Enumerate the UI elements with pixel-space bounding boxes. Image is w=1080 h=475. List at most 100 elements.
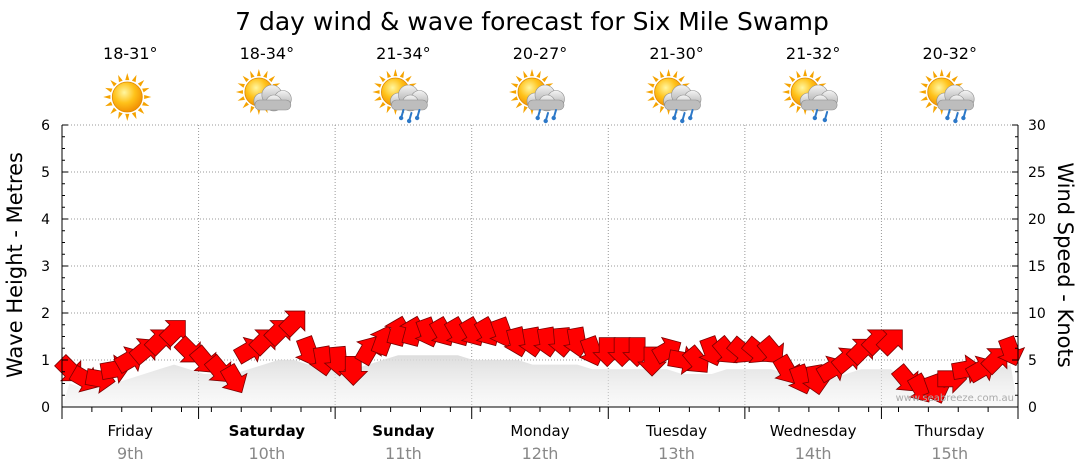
wind-arrow xyxy=(875,329,903,357)
rain-drop xyxy=(553,109,557,118)
sun-cloud-icon xyxy=(235,69,292,115)
sun-ray xyxy=(110,107,117,114)
sun-ray xyxy=(659,70,665,79)
sun-ray xyxy=(250,70,255,79)
sun-ray xyxy=(939,69,944,77)
wind-arrow xyxy=(219,362,248,394)
wave-height-area xyxy=(62,355,1018,407)
wind-arrow-shape xyxy=(756,334,785,364)
rain-drop xyxy=(673,109,678,118)
y-tick-label-right: 15 xyxy=(1028,259,1046,275)
day-name-label: Thursday xyxy=(914,422,985,440)
cloud-shape xyxy=(799,84,838,112)
sun-ray xyxy=(268,75,276,83)
rain-drop xyxy=(408,112,413,121)
sun-ray xyxy=(788,101,796,109)
day-temperature: 20-32° xyxy=(922,44,977,63)
rain-drop xyxy=(962,109,967,118)
wind-arrow xyxy=(756,334,785,364)
rain-drop-tip xyxy=(535,115,540,121)
rain-drop-tip xyxy=(822,117,828,123)
sun-ray xyxy=(541,75,549,83)
sun-ray xyxy=(796,70,801,79)
day-temperature: 18-34° xyxy=(240,44,295,63)
grid xyxy=(62,124,1018,407)
sun-ray xyxy=(809,70,814,79)
sun-ray xyxy=(242,75,249,83)
sun-ray xyxy=(374,83,382,88)
wind-arrow-shape xyxy=(338,355,369,386)
wind-arrow-shape xyxy=(278,310,306,338)
rain-drop-tip xyxy=(945,115,950,121)
sun-ray xyxy=(788,75,796,83)
rain-drop-tip xyxy=(414,115,420,121)
cloud-base xyxy=(391,99,428,111)
day-date-label: 9th xyxy=(117,444,144,463)
wind-arrow xyxy=(338,355,369,386)
rain-drop-tip xyxy=(812,115,818,121)
rain-drop xyxy=(954,112,959,121)
day-date-label: 12th xyxy=(522,444,559,463)
rain-drop xyxy=(946,109,951,118)
rain-drop xyxy=(545,112,549,121)
rain-drop-tip xyxy=(688,115,693,121)
y-axis-label-right: Wind Speed - Knots xyxy=(1053,162,1077,367)
sun-ray xyxy=(932,70,938,79)
sun-ray xyxy=(263,70,268,79)
y-tick-label-right: 5 xyxy=(1028,353,1037,369)
y-tick-label-right: 10 xyxy=(1028,306,1046,322)
sun-ray xyxy=(803,69,808,77)
sun-ray xyxy=(399,70,405,79)
sun-ray xyxy=(131,74,137,83)
sun-ray xyxy=(509,90,517,94)
cloud-base xyxy=(527,99,565,111)
day-temperature: 21-34° xyxy=(376,44,431,63)
sun-ray xyxy=(530,69,534,77)
sun-ray xyxy=(118,74,123,83)
sun-ray xyxy=(536,70,541,79)
sun-ray xyxy=(783,83,792,88)
y-tick-label-left: 2 xyxy=(41,306,50,322)
day-temperature: 20-27° xyxy=(513,44,568,63)
sun-ray xyxy=(250,105,255,114)
day-name-label: Tuesday xyxy=(645,422,707,440)
day-name-label: Monday xyxy=(510,422,569,440)
wind-arrow-shape xyxy=(158,320,186,348)
sun-ray xyxy=(256,69,261,77)
sun-ray xyxy=(645,90,653,94)
y-tick-label-left: 6 xyxy=(41,118,50,134)
y-tick-label-left: 5 xyxy=(41,165,50,181)
sun-cloud-rain-icon xyxy=(509,69,565,124)
sun-ray xyxy=(405,75,412,83)
day-date-label: 14th xyxy=(795,444,832,463)
rain-drop-tip xyxy=(680,118,685,124)
day-date-label: 13th xyxy=(658,444,695,463)
rain-drop-tip xyxy=(953,118,958,124)
sun-ray xyxy=(672,70,678,79)
sun-ray xyxy=(125,73,130,81)
rain-drop xyxy=(537,109,541,118)
cloud-base xyxy=(664,99,701,111)
sun-ray xyxy=(515,75,523,83)
day-temperature: 18-31° xyxy=(103,44,158,63)
sun-ray xyxy=(105,87,113,93)
sun-ray xyxy=(393,69,398,77)
sun-ray xyxy=(918,90,926,94)
sun-ray xyxy=(782,90,790,94)
wave-height-layer xyxy=(62,355,1018,407)
cloud-shape xyxy=(253,84,292,112)
sun-ray xyxy=(379,75,386,83)
sun-ray xyxy=(652,101,659,109)
sun-ray xyxy=(372,90,380,94)
cloud-shape xyxy=(390,84,429,112)
rain-drop-tip xyxy=(398,115,404,121)
sun-ray xyxy=(652,75,659,83)
y-axis-label-left: Wave Height - Metres xyxy=(3,152,27,378)
rain-drop-tip xyxy=(961,115,966,121)
wind-arrows-layer xyxy=(54,310,1026,404)
sun-ray xyxy=(815,75,822,83)
sun-ray xyxy=(237,83,245,88)
y-tick-label-left: 1 xyxy=(41,353,50,369)
wind-arrow-shape xyxy=(875,329,903,357)
